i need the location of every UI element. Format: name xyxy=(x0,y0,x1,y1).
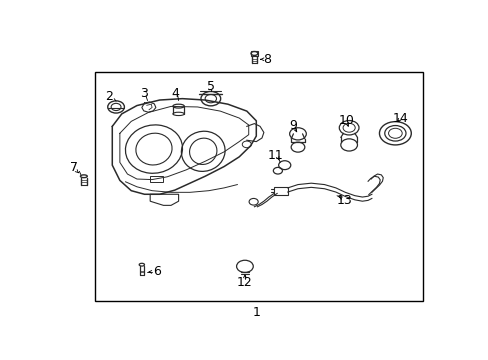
Text: 10: 10 xyxy=(338,114,353,127)
Text: 4: 4 xyxy=(171,87,179,100)
Text: 2: 2 xyxy=(105,90,113,103)
Text: 8: 8 xyxy=(263,53,270,66)
Text: 13: 13 xyxy=(336,194,352,207)
Text: 1: 1 xyxy=(252,306,260,319)
Text: 6: 6 xyxy=(153,265,161,278)
Bar xyxy=(95,72,422,301)
Text: 14: 14 xyxy=(392,112,407,125)
Text: 12: 12 xyxy=(237,276,252,289)
Text: 7: 7 xyxy=(70,161,78,174)
Text: 11: 11 xyxy=(267,149,283,162)
Text: 5: 5 xyxy=(206,81,214,94)
Text: 3: 3 xyxy=(140,87,147,100)
Text: 9: 9 xyxy=(289,119,297,132)
